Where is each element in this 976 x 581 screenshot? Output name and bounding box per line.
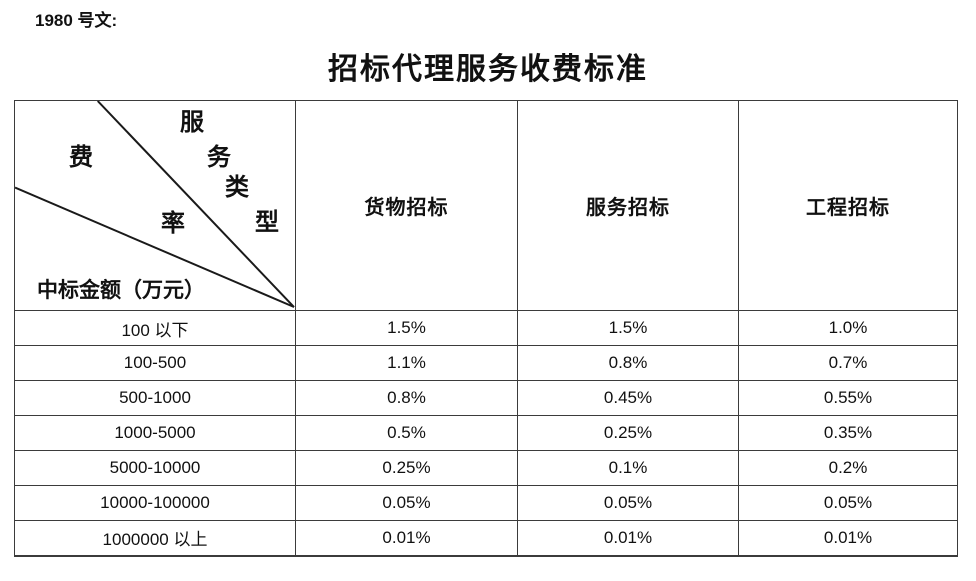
diagonal-line-upper [96,101,295,308]
rate-cell: 0.01% [295,520,518,556]
diagonal-line-lower [15,186,295,308]
diagonal-lines [15,101,295,308]
table-row: 10000-100000 0.05% 0.05% 0.05% [14,485,958,521]
rate-cell: 0.05% [738,485,958,521]
rate-cell: 0.55% [738,380,958,416]
column-header-services: 服务招标 [517,100,739,311]
service-type-char: 务 [207,145,231,171]
service-type-char: 型 [255,210,279,236]
table-row: 5000-10000 0.25% 0.1% 0.2% [14,450,958,486]
row-label: 500-1000 [14,380,296,416]
table-row: 1000-5000 0.5% 0.25% 0.35% [14,415,958,451]
rate-cell: 1.5% [295,310,518,346]
row-label: 100 以下 [14,310,296,346]
column-header-goods: 货物招标 [295,100,518,311]
rate-cell: 0.2% [738,450,958,486]
amount-axis-label: 中标金额（万元） [37,278,205,302]
rate-cell: 0.25% [295,450,518,486]
rate-cell: 0.01% [517,520,739,556]
rate-cell: 0.8% [295,380,518,416]
fee-table: 服 务 类 型 费 率 中标金额（万元） 货物招标 服务招标 工程招标 100 … [14,100,958,557]
rate-cell: 0.05% [517,485,739,521]
rate-cell: 0.45% [517,380,739,416]
header-row: 服 务 类 型 费 率 中标金额（万元） 货物招标 服务招标 工程招标 [14,100,958,311]
row-label: 10000-100000 [14,485,296,521]
rate-cell: 0.1% [517,450,739,486]
rate-cell: 0.5% [295,415,518,451]
rate-cell: 1.0% [738,310,958,346]
row-label: 5000-10000 [14,450,296,486]
rate-cell: 0.05% [295,485,518,521]
rate-cell: 0.25% [517,415,739,451]
doc-ref: 1980 号文: [35,11,118,30]
fee-rate-char: 费 [69,145,93,171]
column-header-works: 工程招标 [738,100,958,311]
rate-cell: 0.01% [738,520,958,556]
rate-cell: 0.35% [738,415,958,451]
rate-cell: 1.1% [295,345,518,381]
fee-rate-char: 率 [161,211,185,237]
corner-cell: 服 务 类 型 费 率 中标金额（万元） [14,100,296,311]
service-type-char: 类 [225,175,249,201]
rate-cell: 1.5% [517,310,739,346]
row-label: 1000-5000 [14,415,296,451]
table-row: 100 以下 1.5% 1.5% 1.0% [14,310,958,346]
table-row: 100-500 1.1% 0.8% 0.7% [14,345,958,381]
page-title: 招标代理服务收费标准 [328,53,648,86]
service-type-char: 服 [180,110,204,136]
rate-cell: 0.8% [517,345,739,381]
rate-cell: 0.7% [738,345,958,381]
row-label: 1000000 以上 [14,520,296,556]
table-row: 1000000 以上 0.01% 0.01% 0.01% [14,520,958,556]
row-label: 100-500 [14,345,296,381]
table-row: 500-1000 0.8% 0.45% 0.55% [14,380,958,416]
